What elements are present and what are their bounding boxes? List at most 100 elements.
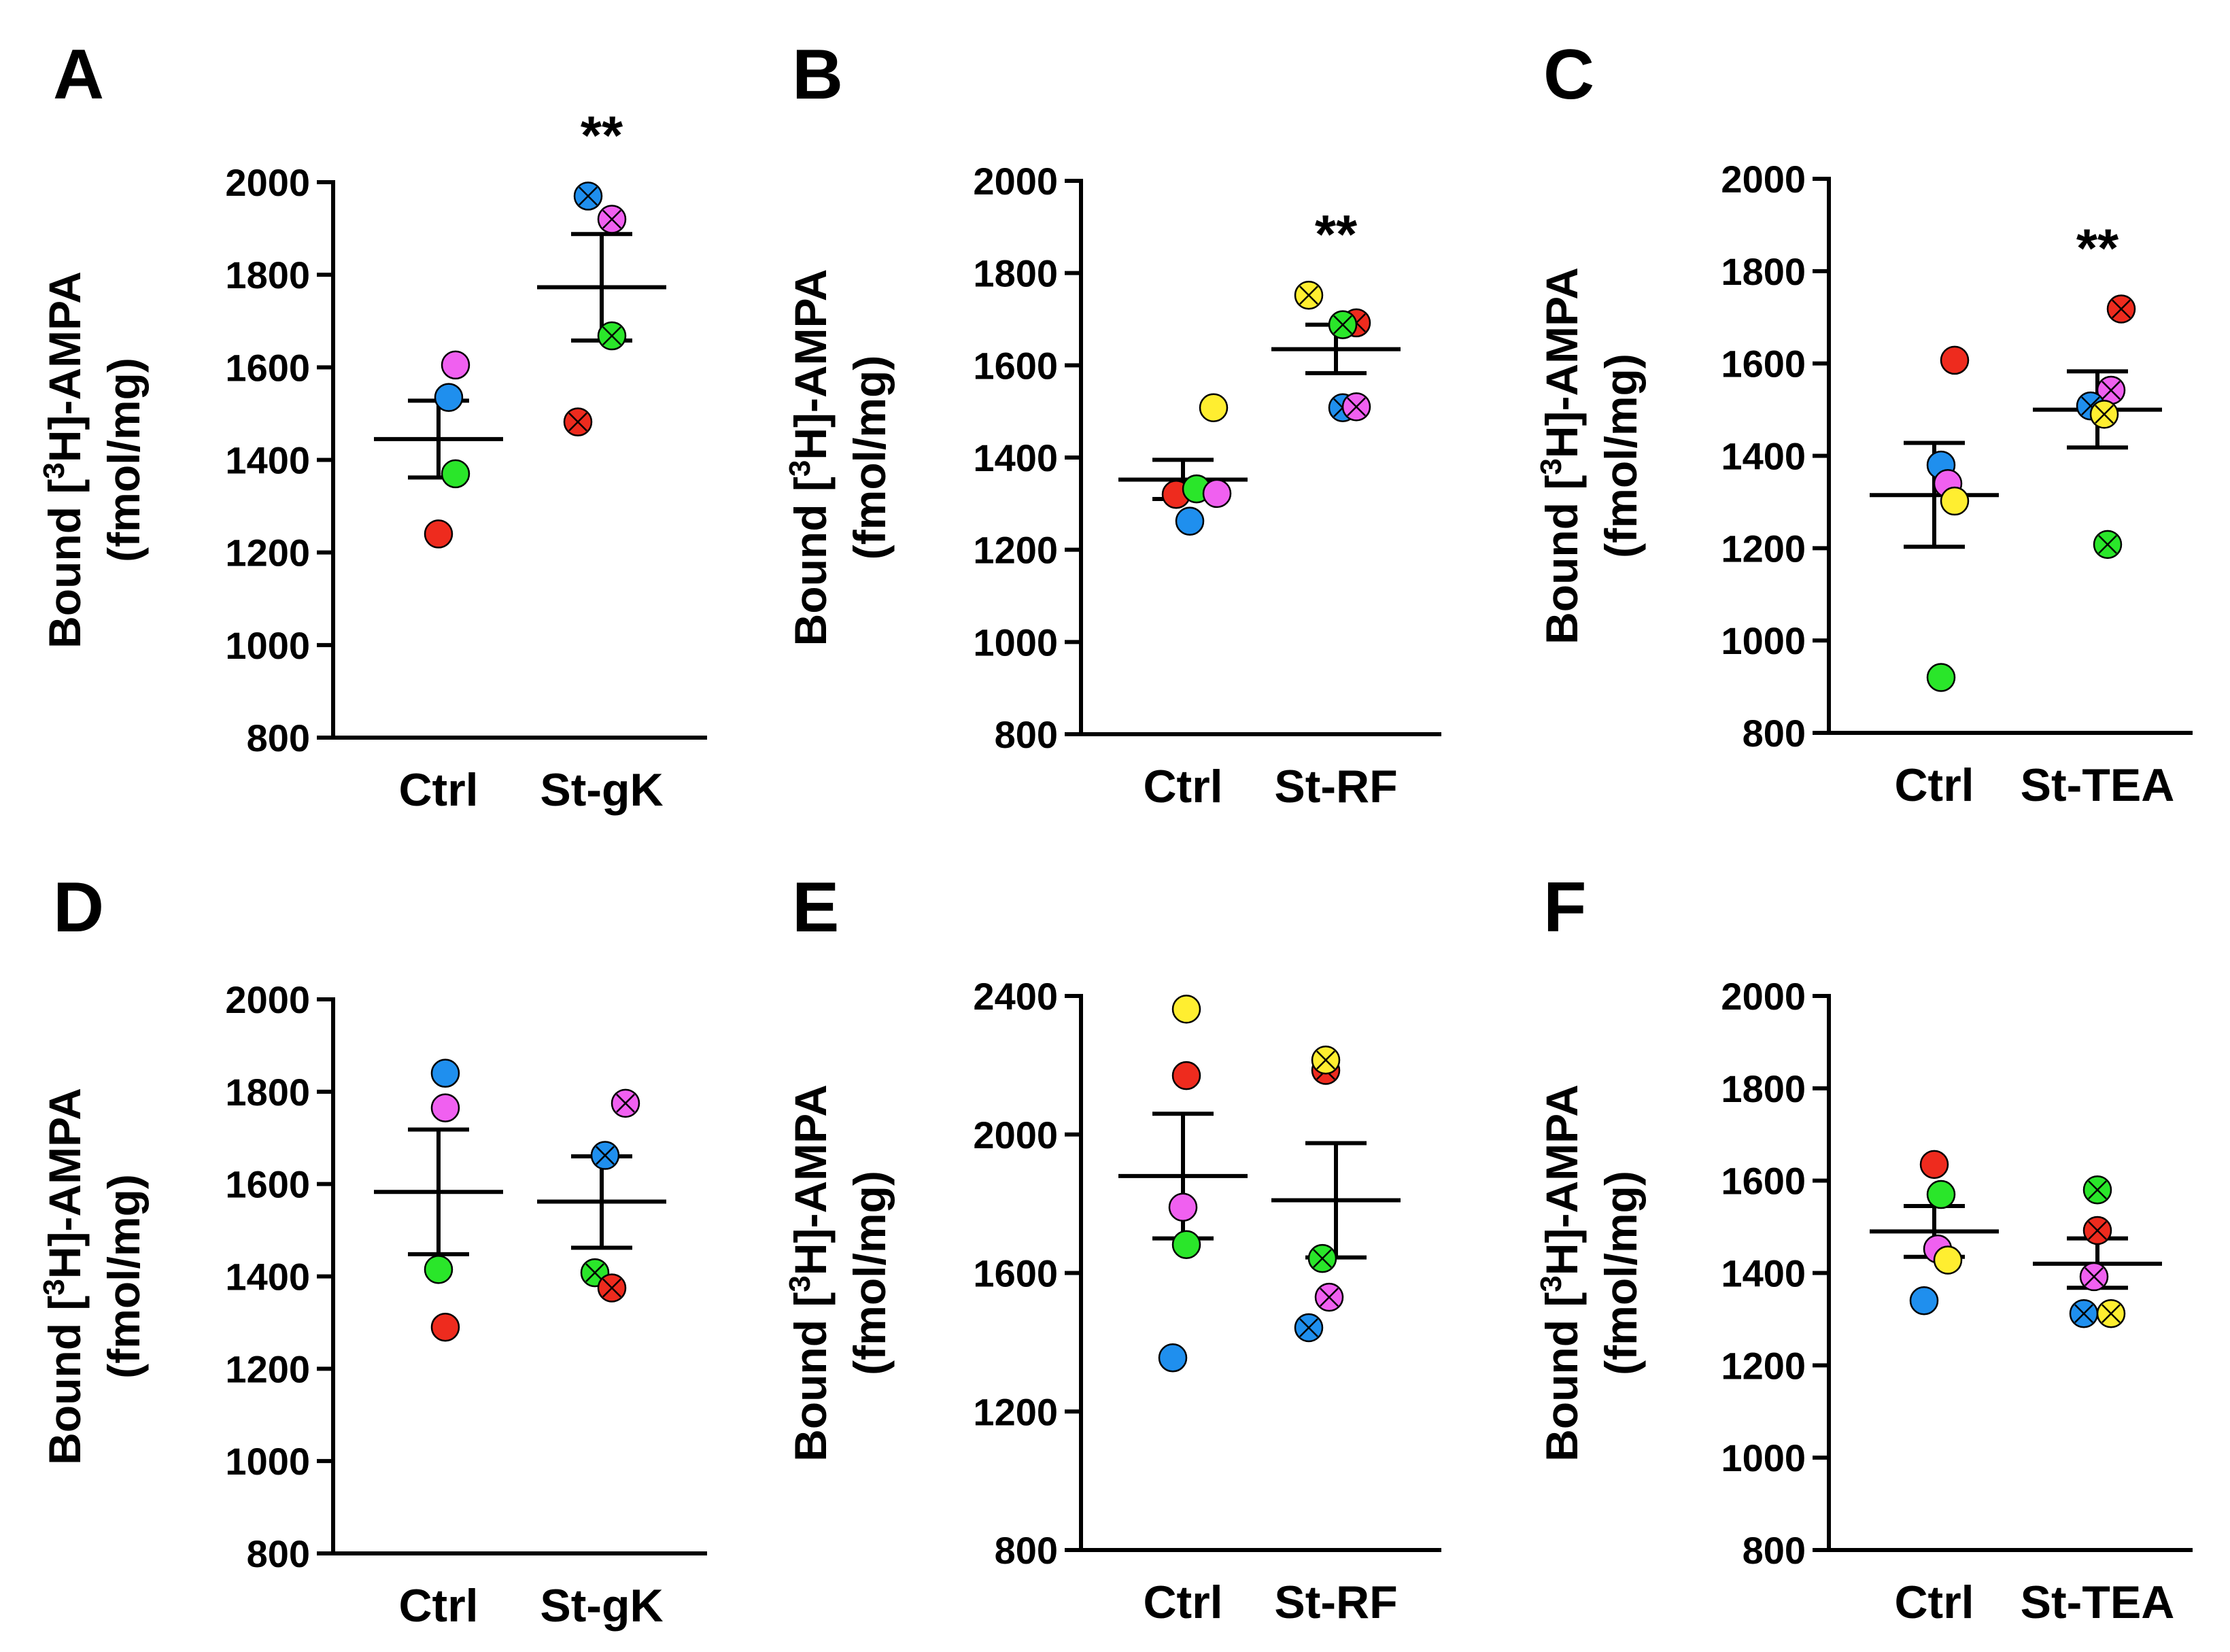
data-point-marker <box>1940 345 1970 375</box>
data-point-marker <box>1933 1245 1963 1275</box>
y-tick-label: 2400 <box>973 975 1058 1018</box>
y-tick-label: 800 <box>1743 712 1806 755</box>
data-point-marker <box>1919 1150 1949 1180</box>
data-point-marker <box>430 1312 460 1342</box>
data-point-yellow <box>1311 1045 1341 1075</box>
y-tick-label: 1600 <box>973 1252 1058 1295</box>
y-tick-label: 1600 <box>1721 1160 1806 1203</box>
y-tick-label: 1400 <box>973 436 1058 479</box>
data-point-blue <box>430 1059 460 1088</box>
data-point-yellow <box>2089 400 2119 429</box>
data-point-green <box>1926 1180 1956 1209</box>
data-point-magenta <box>441 350 470 380</box>
y-tick-label: 1400 <box>225 1256 310 1298</box>
data-point-blue <box>434 383 464 412</box>
data-point-cross <box>602 1278 621 1298</box>
y-axis-title-sup: 3 <box>783 460 817 477</box>
data-point-red <box>1940 345 1970 375</box>
data-point-green <box>2093 530 2123 560</box>
y-axis-title-sup: 3 <box>37 1279 71 1295</box>
data-point-marker <box>424 1255 453 1284</box>
y-axis-units: (fmol/mg) <box>99 358 149 562</box>
x-category-label: St-RF <box>1274 1577 1397 1628</box>
data-point-red <box>430 1312 460 1342</box>
y-tick-label: 1600 <box>973 344 1058 387</box>
data-point-blue <box>2069 1299 2099 1328</box>
data-point-cross <box>1347 397 1366 417</box>
y-axis-title: Bound [3H]-AMPA <box>1534 267 1588 644</box>
y-axis-title-main: Bound [ <box>785 477 836 646</box>
panel-letter: D <box>53 868 104 947</box>
y-tick-label: 1600 <box>1721 343 1806 385</box>
significance-marker: ** <box>1315 204 1358 264</box>
data-point-marker <box>430 1059 460 1088</box>
data-point-red <box>1919 1150 1949 1180</box>
x-category-label: Ctrl <box>1894 759 1974 811</box>
y-tick-label: 1200 <box>973 1390 1058 1433</box>
data-point-green <box>597 321 627 351</box>
y-axis-title-rest: H]-AMPA <box>785 1084 836 1275</box>
data-point-red <box>563 407 593 436</box>
data-point-marker <box>434 383 464 412</box>
panel-letter: A <box>53 35 104 114</box>
data-point-yellow <box>1294 280 1324 310</box>
y-axis-title-sup: 3 <box>783 1275 817 1292</box>
panel-e: E 800 1200 1600 2000 2400 Bound [3H]-AMPA (fmol… <box>783 868 1441 1628</box>
y-axis-title-main: Bound [ <box>39 479 90 649</box>
data-point-red <box>2082 1216 2112 1245</box>
data-point-yellow <box>1171 995 1201 1024</box>
y-axis-title-main: Bound [ <box>1537 1292 1587 1462</box>
data-point-yellow <box>1933 1245 1963 1275</box>
y-axis-title-main: Bound [ <box>1537 475 1587 644</box>
x-category-label: St-TEA <box>2021 759 2175 811</box>
y-axis-title-sup: 3 <box>37 462 71 479</box>
y-tick-label: 1600 <box>225 1163 310 1206</box>
data-point-magenta <box>1202 479 1232 509</box>
y-tick-label: 800 <box>247 1532 310 1575</box>
data-point-marker <box>1926 1180 1956 1209</box>
panel-letter: C <box>1543 35 1594 114</box>
y-tick-label: 1800 <box>1721 1067 1806 1110</box>
data-point-magenta <box>1314 1282 1344 1312</box>
data-point-green <box>1926 663 1956 692</box>
data-point-red <box>597 1273 627 1303</box>
y-tick-label: 1800 <box>973 252 1058 295</box>
data-point-marker <box>1171 995 1201 1024</box>
data-point-green <box>2082 1175 2112 1205</box>
data-point-red <box>2106 294 2136 324</box>
y-tick-label: 1600 <box>225 346 310 389</box>
y-axis-units: (fmol/mg) <box>1596 354 1646 558</box>
y-tick-label: 1200 <box>225 1347 310 1390</box>
y-axis-title-main: Bound [ <box>39 1296 90 1465</box>
y-tick-label: 1000 <box>1721 1436 1806 1479</box>
y-tick-label: 1000 <box>1721 619 1806 662</box>
y-axis-title: Bound [3H]-AMPA <box>37 271 90 649</box>
data-point-marker <box>430 1093 460 1122</box>
data-point-marker <box>424 519 453 549</box>
y-tick-label: 1400 <box>1721 435 1806 478</box>
data-point-blue <box>573 182 603 211</box>
y-tick-label: 2000 <box>973 160 1058 203</box>
panel-letter: B <box>792 35 843 114</box>
data-point-cross <box>2095 405 2114 424</box>
data-point-cross <box>1316 1050 1335 1070</box>
data-point-marker <box>1909 1286 1939 1315</box>
y-tick-label: 1800 <box>225 1071 310 1114</box>
panel-a: A 800 1000 1200 1400 1600 1800 2000 Bound [3H]-A… <box>37 35 707 816</box>
data-point-marker <box>1168 1192 1198 1222</box>
significance-marker: ** <box>2076 218 2119 279</box>
data-point-marker <box>1940 486 1970 516</box>
x-category-label: Ctrl <box>1894 1577 1974 1628</box>
x-category-label: Ctrl <box>1143 761 1222 812</box>
data-point-marker <box>1926 663 1956 692</box>
data-point-green <box>1307 1243 1337 1273</box>
panel-letter: F <box>1543 868 1587 947</box>
data-point-blue <box>590 1141 620 1170</box>
y-tick-label: 1200 <box>973 529 1058 572</box>
data-point-red <box>424 519 453 549</box>
y-tick-label: 2000 <box>1721 975 1806 1018</box>
y-tick-label: 1800 <box>225 254 310 296</box>
y-axis-title-rest: H]-AMPA <box>39 1088 90 1279</box>
data-point-marker <box>1202 479 1232 509</box>
